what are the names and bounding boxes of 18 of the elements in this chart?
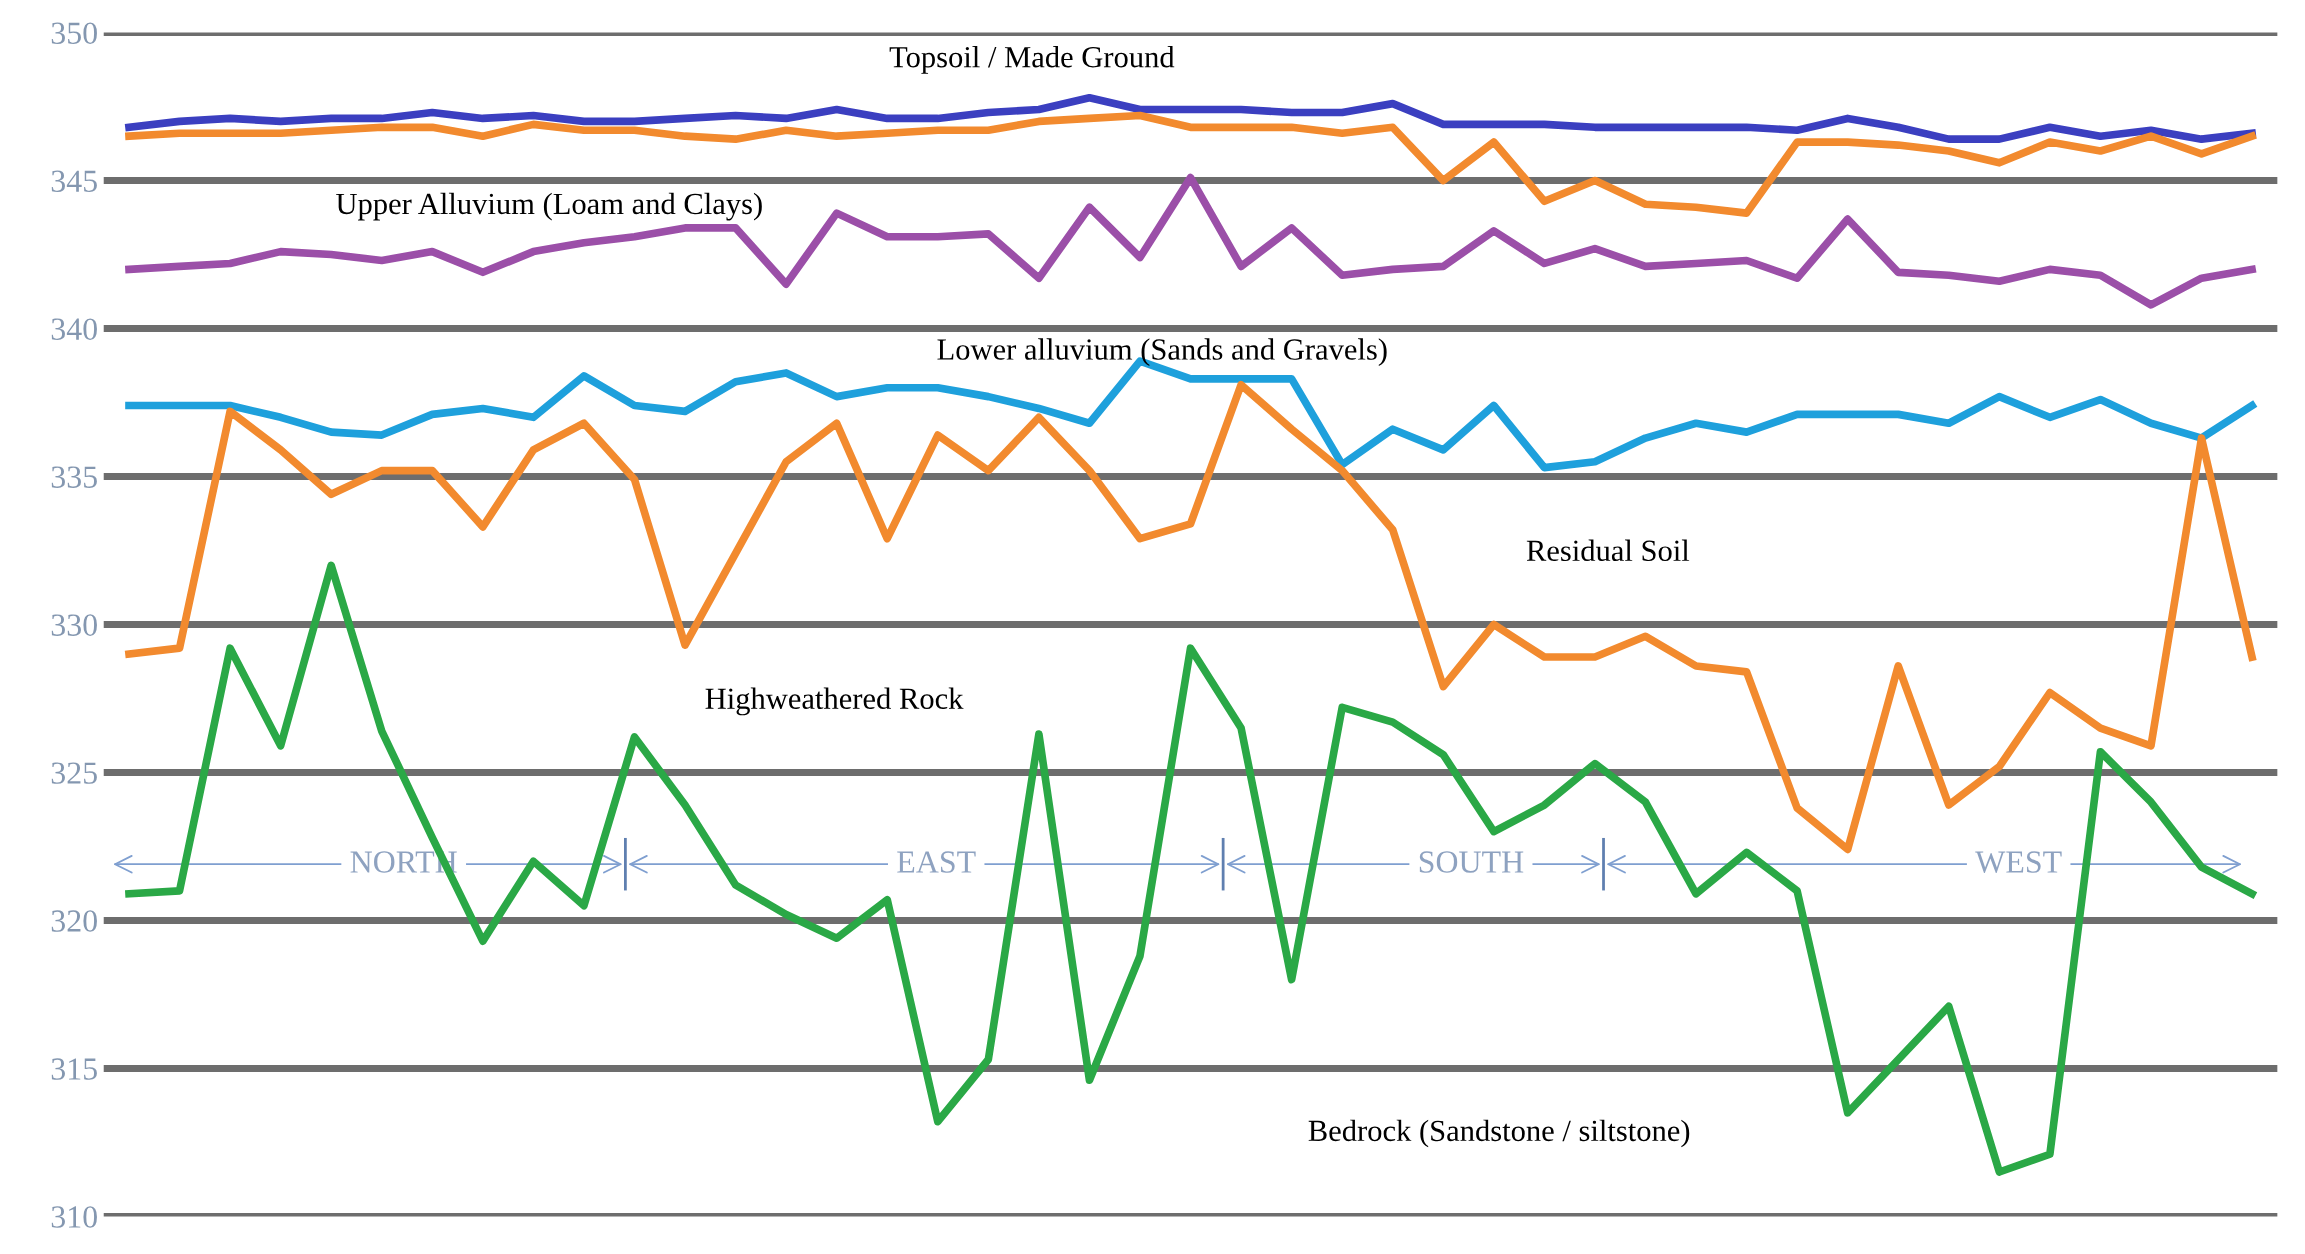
y-tick-label: 335 <box>51 466 97 488</box>
annotation: WEST <box>1975 851 2062 873</box>
y-tick-label: 315 <box>51 1058 97 1080</box>
annotation: Topsoil / Made Ground <box>889 45 1175 74</box>
y-tick-label: 310 <box>51 1206 97 1228</box>
annotation: SOUTH <box>1419 851 1524 873</box>
y-tick-label: 330 <box>51 614 97 636</box>
annotation: EAST <box>897 851 976 873</box>
y-tick-label: 350 <box>51 22 97 44</box>
y-tick-label: 325 <box>51 762 97 784</box>
annotation: Bedrock (Sandstone / siltstone) <box>1308 1119 1690 1148</box>
annotation: Residual Soil <box>1526 539 1690 562</box>
annotation: Upper Alluvium (Loam and Clays) <box>336 192 762 221</box>
y-tick-label: 320 <box>51 910 97 932</box>
annotation: Highweathered Rock <box>705 687 964 716</box>
y-tick-label: 345 <box>51 170 97 192</box>
y-tick-label: 340 <box>51 318 97 340</box>
annotation: Lower alluvium (Sands and Gravels) <box>937 338 1387 367</box>
